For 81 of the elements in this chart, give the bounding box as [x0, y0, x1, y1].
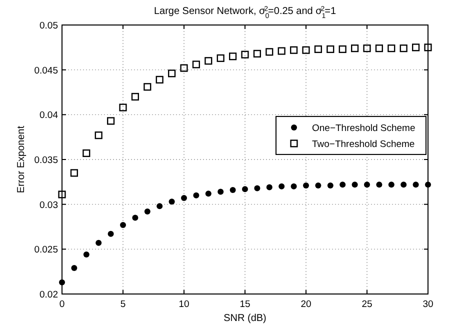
point: [229, 52, 237, 60]
point: [218, 188, 224, 195]
point: [108, 230, 114, 237]
point: [266, 184, 272, 190]
point: [400, 44, 408, 52]
point: [181, 195, 187, 202]
x-tick-label: 15: [240, 299, 250, 310]
point: [168, 198, 175, 205]
point: [59, 279, 65, 286]
point: [424, 44, 432, 52]
point: [253, 50, 261, 58]
point: [290, 183, 297, 190]
point: [315, 182, 322, 189]
point: [156, 76, 164, 84]
point: [193, 192, 200, 198]
x-axis-title: SNR (dB): [224, 313, 266, 324]
x-tick-label: 30: [422, 299, 434, 310]
point: [82, 149, 90, 158]
point: [278, 183, 285, 190]
point: [180, 64, 188, 72]
point: [144, 83, 152, 91]
legend-label: Two−Threshold Scheme: [312, 138, 415, 150]
point: [303, 182, 309, 189]
point: [242, 186, 248, 192]
point: [364, 182, 370, 188]
point: [70, 169, 78, 177]
point: [205, 190, 212, 197]
point: [352, 182, 358, 188]
point: [204, 57, 212, 65]
point: [119, 104, 127, 112]
point: [412, 182, 419, 188]
point: [425, 182, 431, 188]
point: [375, 44, 383, 52]
point: [94, 131, 102, 140]
y-tick-label: 0.04: [40, 110, 58, 122]
y-tick-label: 0.05: [40, 20, 58, 32]
point: [338, 45, 346, 54]
chart-title: Large Sensor Network, σ$_{0}$$^{2}$=0.25 and σ$_{1}$$^{2}$=1: [154, 6, 336, 20]
point: [156, 203, 163, 210]
point: [241, 50, 249, 58]
point: [254, 185, 260, 192]
point: [71, 264, 78, 271]
point: [216, 54, 224, 62]
point: [412, 44, 420, 52]
point: [120, 222, 126, 228]
point: [230, 186, 236, 193]
point: [58, 190, 66, 198]
point: [376, 182, 382, 188]
y-tick-label: 0.025: [34, 244, 58, 256]
y-tick-label: 0.045: [34, 65, 58, 76]
point: [290, 46, 298, 54]
x-tick-label: 0: [59, 299, 65, 310]
point: [302, 46, 310, 54]
y-tick-label: 0.035: [34, 155, 58, 166]
point: [314, 45, 322, 54]
point: [400, 182, 407, 188]
x-tick-label: 5: [120, 299, 126, 310]
y-tick-label: 0.03: [40, 200, 58, 211]
point: [132, 214, 138, 221]
y-tick-label: 0.02: [40, 290, 58, 300]
point: [131, 92, 139, 101]
point: [351, 44, 359, 52]
point: [168, 70, 176, 78]
point: [326, 45, 334, 54]
point: [96, 240, 102, 246]
point: [192, 60, 200, 68]
point: [388, 44, 396, 52]
point: [388, 182, 394, 188]
point: [340, 182, 346, 188]
x-tick-label: 20: [300, 299, 312, 310]
point: [363, 44, 371, 52]
point: [278, 47, 286, 55]
point: [327, 182, 334, 189]
y-axis-title: Error Exponent: [16, 126, 27, 194]
legend-label: One−Threshold Scheme: [312, 122, 416, 134]
point: [144, 208, 150, 215]
x-tick-label: 25: [362, 299, 372, 310]
point: [107, 117, 115, 125]
point: [83, 252, 90, 258]
x-tick-label: 10: [178, 299, 190, 310]
point: [266, 48, 274, 56]
